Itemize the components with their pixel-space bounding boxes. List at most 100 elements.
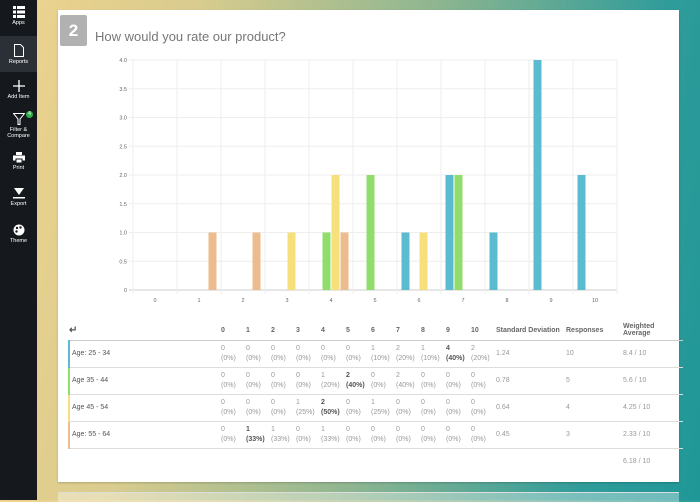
count: 0	[371, 425, 375, 433]
percent: (0%)	[246, 381, 261, 389]
bar	[331, 175, 340, 290]
count-cell: 2 (40%)	[396, 367, 421, 395]
count-cell: 0 (0%)	[421, 394, 446, 422]
table-row: Age: 25 - 34 0 (0%) 0 (0%) 0 (0%) 0 (0%) 0 (0%) 0 (0…	[68, 340, 683, 368]
count: 0	[346, 425, 350, 433]
x-tick-label: 10	[592, 298, 598, 304]
percent: (0%)	[471, 408, 486, 416]
x-tick-label: 4	[329, 298, 332, 304]
count-cell: 4 (40%)	[446, 340, 471, 368]
column-header: 1	[246, 321, 271, 341]
count-cell: 0 (0%)	[446, 394, 471, 422]
percent: (0%)	[371, 381, 386, 389]
overall-row: 6.18 / 10	[69, 448, 683, 475]
std-dev: 1.24	[496, 340, 566, 368]
percent: (50%)	[321, 408, 340, 416]
column-header: 0	[221, 321, 246, 341]
y-tick-label: 2.0	[119, 173, 127, 179]
count-cell: 0 (0%)	[371, 367, 396, 395]
percent: (25%)	[296, 408, 315, 416]
sidebar: Apps Reports Add Item 4 Filter & Compare…	[0, 0, 37, 500]
count-cell: 1 (33%)	[321, 421, 346, 449]
percent: (0%)	[371, 435, 386, 443]
sidebar-item-reports[interactable]: Reports	[0, 36, 37, 72]
count: 0	[246, 371, 250, 379]
sidebar-item-export[interactable]: Export	[0, 188, 37, 207]
x-tick-label: 6	[417, 298, 420, 304]
x-tick-label: 7	[461, 298, 464, 304]
percent: (0%)	[271, 408, 286, 416]
column-header: Weighted Average	[623, 321, 683, 341]
percent: (33%)	[246, 435, 265, 443]
count-cell: 0 (0%)	[271, 367, 296, 395]
count-cell: 0 (0%)	[471, 421, 496, 449]
count: 0	[221, 344, 225, 352]
swap-axes-icon[interactable]: ↵	[69, 321, 221, 341]
weighted-average: 5.6 / 10	[623, 367, 683, 395]
count: 0	[471, 425, 475, 433]
sidebar-item-print[interactable]: Print	[0, 152, 37, 171]
percent: (0%)	[446, 381, 461, 389]
sidebar-label: Print	[12, 165, 25, 171]
bar	[208, 232, 217, 290]
count-cell: 0 (0%)	[221, 340, 246, 368]
count: 0	[246, 398, 250, 406]
bar	[454, 175, 463, 290]
column-header: 4	[321, 321, 346, 341]
sidebar-item-add-item[interactable]: Add Item	[0, 80, 37, 100]
count-cell: 0 (0%)	[396, 394, 421, 422]
count: 0	[346, 398, 350, 406]
percent: (0%)	[421, 408, 436, 416]
bar	[489, 232, 498, 290]
count: 1	[371, 344, 375, 352]
count: 0	[446, 371, 450, 379]
count-cell: 0 (0%)	[446, 367, 471, 395]
apps-icon	[12, 6, 25, 18]
sidebar-item-filter-compare[interactable]: 4 Filter & Compare	[0, 111, 37, 139]
percent: (0%)	[271, 354, 286, 362]
responses: 3	[566, 421, 623, 449]
count-cell: 0 (0%)	[296, 421, 321, 449]
count-cell: 0 (0%)	[371, 421, 396, 449]
count: 0	[396, 398, 400, 406]
column-header: 10	[471, 321, 496, 341]
bar	[445, 175, 454, 290]
count-cell: 2 (20%)	[471, 340, 496, 368]
count-cell: 0 (0%)	[471, 367, 496, 395]
table-row: Age 45 - 54 0 (0%) 0 (0%) 0 (0%) 1 (25%) 2 (50%) 0(…	[68, 394, 683, 422]
count-cell: 0 (0%)	[271, 340, 296, 368]
percent: (0%)	[421, 381, 436, 389]
sidebar-item-apps[interactable]: Apps	[0, 6, 37, 34]
count-cell: 0 (0%)	[346, 340, 371, 368]
sidebar-item-theme[interactable]: Theme	[0, 224, 37, 244]
bar	[533, 60, 542, 290]
std-dev: 0.64	[496, 394, 566, 422]
responses: 5	[566, 367, 623, 395]
percent: (10%)	[371, 354, 390, 362]
percent: (0%)	[246, 354, 261, 362]
count: 0	[446, 425, 450, 433]
bar	[577, 175, 586, 290]
count-cell: 1 (20%)	[321, 367, 346, 395]
count-cell: 1 (25%)	[371, 394, 396, 422]
percent: (33%)	[321, 435, 340, 443]
percent: (0%)	[471, 435, 486, 443]
percent: (20%)	[396, 354, 415, 362]
table-row: Age 35 - 44 0 (0%) 0 (0%) 0 (0%) 0 (0%) 1 (20%) 2 (4…	[68, 367, 683, 395]
next-question-card	[58, 492, 679, 502]
percent: (0%)	[221, 381, 236, 389]
percent: (25%)	[371, 408, 390, 416]
sidebar-label: Theme	[9, 238, 28, 244]
percent: (0%)	[396, 408, 411, 416]
count: 0	[421, 371, 425, 379]
row-label: Age: 25 - 34	[68, 340, 221, 368]
count: 0	[246, 344, 250, 352]
percent: (0%)	[221, 435, 236, 443]
question-number: 2	[60, 15, 87, 46]
count-cell: 1 (33%)	[271, 421, 296, 449]
column-header: 2	[271, 321, 296, 341]
percent: (33%)	[271, 435, 290, 443]
count: 0	[421, 425, 425, 433]
count-cell: 0 (0%)	[421, 421, 446, 449]
percent: (0%)	[246, 408, 261, 416]
